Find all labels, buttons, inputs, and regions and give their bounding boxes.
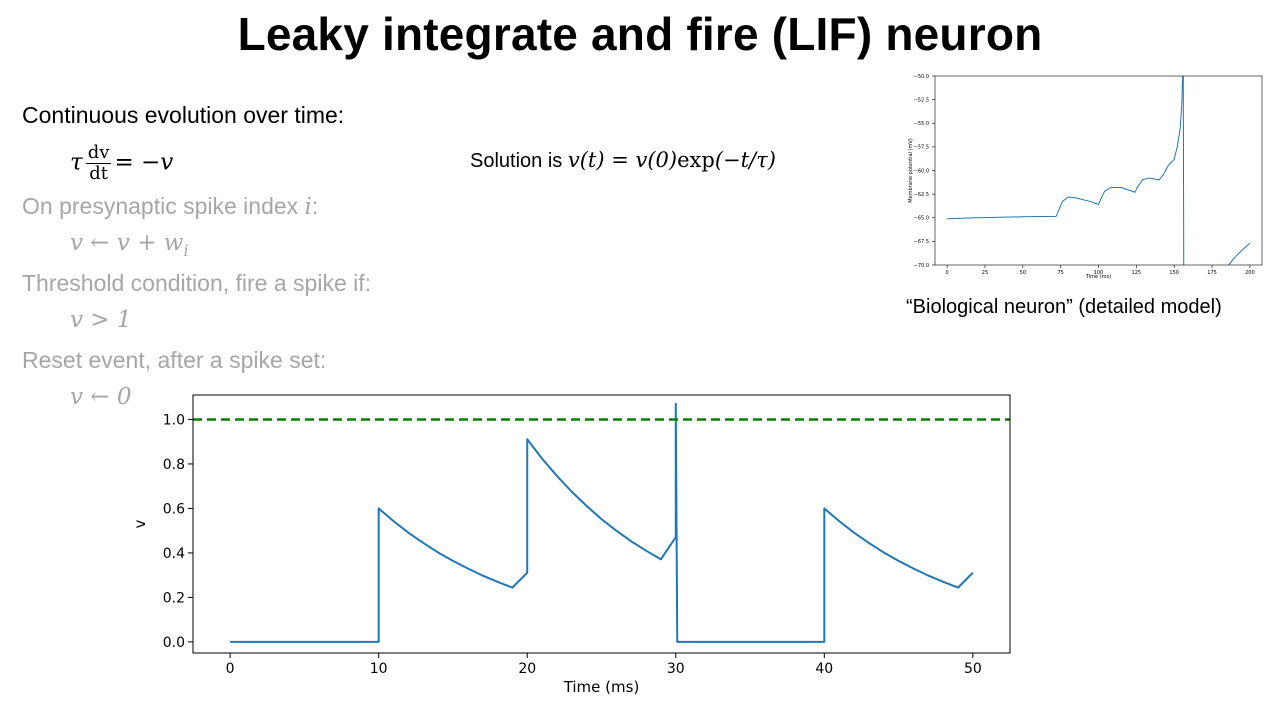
bio-y-tick-label: −60.0 xyxy=(914,168,929,174)
presynaptic-equation: v ← v + wi xyxy=(70,228,189,266)
bio-x-tick-label: 125 xyxy=(1132,270,1142,276)
bio-series-line-0 xyxy=(947,76,1185,265)
lif-plot-frame xyxy=(192,394,1011,654)
continuous-equation: τ dv dt = −v xyxy=(70,143,173,184)
lif-x-tick-label: 10 xyxy=(370,661,388,677)
bio-y-tick-label: −62.5 xyxy=(914,192,929,198)
eq-fraction: dv dt xyxy=(85,142,112,184)
bio-y-tick-label: −65.0 xyxy=(914,216,929,222)
bio-y-tick-label: −50.0 xyxy=(914,74,929,80)
reset-equation: v ← 0 xyxy=(70,384,132,410)
bio-x-axis-label: Time (ms) xyxy=(1085,274,1111,280)
bio-plot-frame xyxy=(934,75,1263,266)
presynaptic-eq-sub: i xyxy=(183,241,189,260)
slide-title: Leaky integrate and fire (LIF) neuron xyxy=(237,8,1043,60)
lif-x-tick-label: 20 xyxy=(518,661,536,677)
solution-eq-exp: exp xyxy=(677,148,715,172)
lif-y-tick-label: 0.2 xyxy=(163,590,185,606)
bio-y-tick-label: −52.5 xyxy=(914,97,929,103)
lif-x-axis-label: Time (ms) xyxy=(563,678,640,696)
eq-numerator: dv xyxy=(85,142,112,164)
bio-y-axis-label: Membrane potential (mV) xyxy=(908,138,914,202)
presynaptic-eq-main: v ← v + w xyxy=(70,230,184,256)
bio-series-line-1 xyxy=(1228,242,1251,265)
solution-eq-c: (−t/τ) xyxy=(714,148,776,172)
biological-neuron-caption: “Biological neuron” (detailed model) xyxy=(906,296,1222,318)
bio-x-tick-label: 150 xyxy=(1169,270,1179,276)
bio-y-tick-label: −70.0 xyxy=(914,263,929,269)
bio-x-tick-label: 25 xyxy=(982,270,988,276)
eq-rhs: = −v xyxy=(114,149,174,176)
bio-x-tick-label: 75 xyxy=(1057,270,1063,276)
lif-series-line-0 xyxy=(230,402,974,643)
lif-y-tick-label: 0.8 xyxy=(163,457,185,473)
lif-x-tick-label: 40 xyxy=(815,661,833,677)
lif-voltage-chart: 0 10 20 30 40 50 0.0 0.2 0.4 0.6 0.8 1.0 Time (ms) v xyxy=(131,394,1011,696)
threshold-equation: v > 1 xyxy=(70,307,132,333)
bio-y-tick-label: −67.5 xyxy=(914,239,929,245)
solution-prefix: Solution is xyxy=(470,150,568,172)
continuous-label: Continuous evolution over time: xyxy=(22,102,345,128)
lif-x-tick-label: 0 xyxy=(226,661,235,677)
lif-y-tick-label: 1.0 xyxy=(163,412,185,428)
bio-x-tick-label: 50 xyxy=(1020,270,1026,276)
eq-denominator: dt xyxy=(89,163,108,184)
presynaptic-label-text: On presynaptic spike index xyxy=(22,193,305,219)
presynaptic-colon: : xyxy=(311,193,319,219)
lif-y-axis-label: v xyxy=(131,519,149,528)
lif-y-tick-label: 0.0 xyxy=(163,635,185,651)
solution-eq-a: v(t) = v(0) xyxy=(567,148,678,172)
eq-lhs: τ xyxy=(70,149,83,176)
lif-x-tick-label: 50 xyxy=(964,661,982,677)
threshold-label: Threshold condition, fire a spike if: xyxy=(22,270,372,296)
reset-label: Reset event, after a spike set: xyxy=(22,347,327,373)
presynaptic-index: i xyxy=(304,194,312,220)
lif-x-tick-label: 30 xyxy=(667,661,685,677)
bio-y-tick-label: −57.5 xyxy=(914,145,929,151)
bio-x-tick-label: 200 xyxy=(1245,270,1255,276)
lif-y-tick-label: 0.4 xyxy=(163,546,185,562)
solution-text: Solution is v(t) = v(0)exp(−t/τ) xyxy=(470,146,776,175)
presynaptic-label: On presynaptic spike index i: xyxy=(22,192,318,221)
bio-y-tick-label: −55.0 xyxy=(914,121,929,127)
bio-x-tick-label: 0 xyxy=(946,270,949,276)
bio-x-tick-label: 175 xyxy=(1207,270,1217,276)
biological-neuron-chart: 0 25 50 75 100 125 150 175 200 −70.0 −67.5 −65.0 −62… xyxy=(908,74,1263,280)
bio-x-tick-label: 100 xyxy=(1094,270,1104,276)
lif-y-tick-label: 0.6 xyxy=(163,501,185,517)
